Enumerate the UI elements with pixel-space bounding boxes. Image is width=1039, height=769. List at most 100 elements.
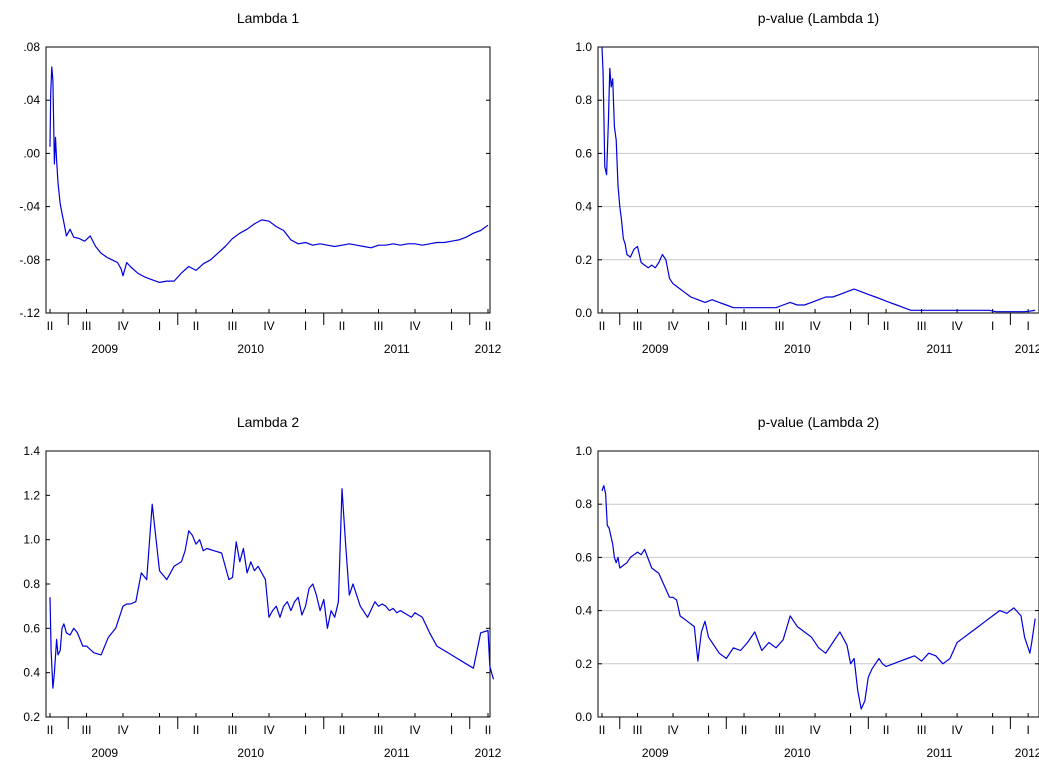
x-year-label: 2010 <box>237 342 264 356</box>
y-tick-label: 0.4 <box>575 200 592 214</box>
chart-title: p-value (Lambda 1) <box>758 10 879 26</box>
x-quarter-label: II <box>193 319 200 333</box>
x-quarter-label: II <box>339 319 346 333</box>
chart-title: Lambda 1 <box>237 10 299 26</box>
y-tick-label: 1.2 <box>23 488 40 502</box>
x-quarter-label: IV <box>117 723 128 737</box>
x-quarter-label: II <box>339 723 346 737</box>
x-year-label: 2012 <box>475 342 502 356</box>
x-quarter-label: IV <box>409 723 420 737</box>
x-quarter-label: III <box>81 723 91 737</box>
x-year-label: 2010 <box>237 746 264 760</box>
x-quarter-label: II <box>741 723 748 737</box>
x-quarter-label: I <box>1026 319 1029 333</box>
y-tick-label: .00 <box>23 146 40 160</box>
y-tick-label: 0.0 <box>575 710 592 724</box>
x-quarter-label: I <box>304 723 307 737</box>
x-year-label: 2011 <box>926 342 952 356</box>
y-tick-label: -.12 <box>19 306 40 320</box>
x-quarter-label: III <box>775 723 785 737</box>
x-quarter-label: I <box>707 723 710 737</box>
y-tick-label: 0.8 <box>575 497 592 511</box>
x-year-label: 2011 <box>926 746 952 760</box>
x-quarter-label: I <box>991 319 994 333</box>
x-quarter-label: I <box>707 319 710 333</box>
y-tick-label: -.04 <box>19 200 40 214</box>
x-year-label: 2012 <box>1015 746 1039 760</box>
x-quarter-label: I <box>304 319 307 333</box>
x-year-label: 2009 <box>642 342 669 356</box>
x-quarter-label: II <box>47 319 54 333</box>
y-tick-label: .08 <box>23 40 40 54</box>
y-tick-label: 0.6 <box>575 550 592 564</box>
plot-frame <box>597 46 1039 314</box>
x-quarter-label: II <box>883 319 890 333</box>
x-quarter-label: I <box>849 723 852 737</box>
x-quarter-label: IV <box>951 723 962 737</box>
x-year-label: 2009 <box>91 342 118 356</box>
x-quarter-label: IV <box>263 723 274 737</box>
y-tick-label: 1.0 <box>575 444 592 458</box>
x-quarter-label: IV <box>263 319 274 333</box>
y-tick-label: 0.2 <box>575 253 592 267</box>
x-quarter-label: I <box>1026 723 1029 737</box>
y-tick-label: 0.8 <box>575 93 592 107</box>
x-quarter-label: I <box>991 723 994 737</box>
x-quarter-label: II <box>47 723 54 737</box>
x-quarter-label: I <box>158 319 161 333</box>
y-tick-label: -.08 <box>19 253 40 267</box>
panel-lambda-2: Lambda 20.20.40.60.81.01.21.4II III IV I II I… <box>23 414 501 760</box>
x-quarter-label: IV <box>809 319 820 333</box>
x-year-label: 2012 <box>475 746 502 760</box>
x-quarter-label: III <box>227 723 237 737</box>
x-year-label: 2012 <box>1015 342 1039 356</box>
x-quarter-label: II <box>741 319 748 333</box>
x-quarter-label: III <box>633 723 643 737</box>
x-quarter-label: II <box>883 723 890 737</box>
plot-frame <box>45 450 491 718</box>
x-quarter-label: III <box>373 723 383 737</box>
series-line <box>49 66 489 283</box>
series-line <box>601 485 1036 710</box>
series-line <box>601 46 1036 313</box>
y-tick-label: .04 <box>23 93 40 107</box>
x-quarter-label: III <box>775 319 785 333</box>
x-quarter-label: I <box>158 723 161 737</box>
y-tick-label: 0.4 <box>23 666 40 680</box>
x-quarter-label: IV <box>667 319 678 333</box>
chart-title: Lambda 2 <box>237 414 299 430</box>
plot-frame <box>597 450 1039 718</box>
x-quarter-label: II <box>485 319 492 333</box>
x-quarter-label: II <box>193 723 200 737</box>
x-quarter-label: II <box>599 723 606 737</box>
x-quarter-label: I <box>849 319 852 333</box>
x-quarter-label: III <box>227 319 237 333</box>
y-tick-label: 0.8 <box>23 577 40 591</box>
x-quarter-label: III <box>917 319 927 333</box>
x-quarter-label: II <box>485 723 492 737</box>
y-tick-label: 1.0 <box>575 40 592 54</box>
y-tick-label: 1.4 <box>23 444 40 458</box>
y-tick-label: 0.6 <box>23 621 40 635</box>
x-quarter-label: III <box>81 319 91 333</box>
y-tick-label: 0.0 <box>575 306 592 320</box>
series-line <box>49 488 495 689</box>
x-year-label: 2011 <box>384 746 410 760</box>
plot-frame <box>45 46 491 314</box>
y-tick-label: 0.6 <box>575 146 592 160</box>
chart-title: p-value (Lambda 2) <box>758 414 879 430</box>
x-year-label: 2009 <box>642 746 669 760</box>
x-quarter-label: IV <box>117 319 128 333</box>
x-year-label: 2009 <box>91 746 118 760</box>
y-tick-label: 0.4 <box>575 604 592 618</box>
x-quarter-label: IV <box>809 723 820 737</box>
x-quarter-label: II <box>599 319 606 333</box>
x-quarter-label: III <box>917 723 927 737</box>
x-quarter-label: III <box>633 319 643 333</box>
panel-pvalue-lambda-1: p-value (Lambda 1)0.00.20.40.60.81.0II II… <box>575 10 1039 356</box>
x-year-label: 2011 <box>384 342 410 356</box>
x-quarter-label: IV <box>951 319 962 333</box>
x-year-label: 2010 <box>784 342 811 356</box>
panel-pvalue-lambda-2: p-value (Lambda 2)0.00.20.40.60.81.0II II… <box>575 414 1039 760</box>
